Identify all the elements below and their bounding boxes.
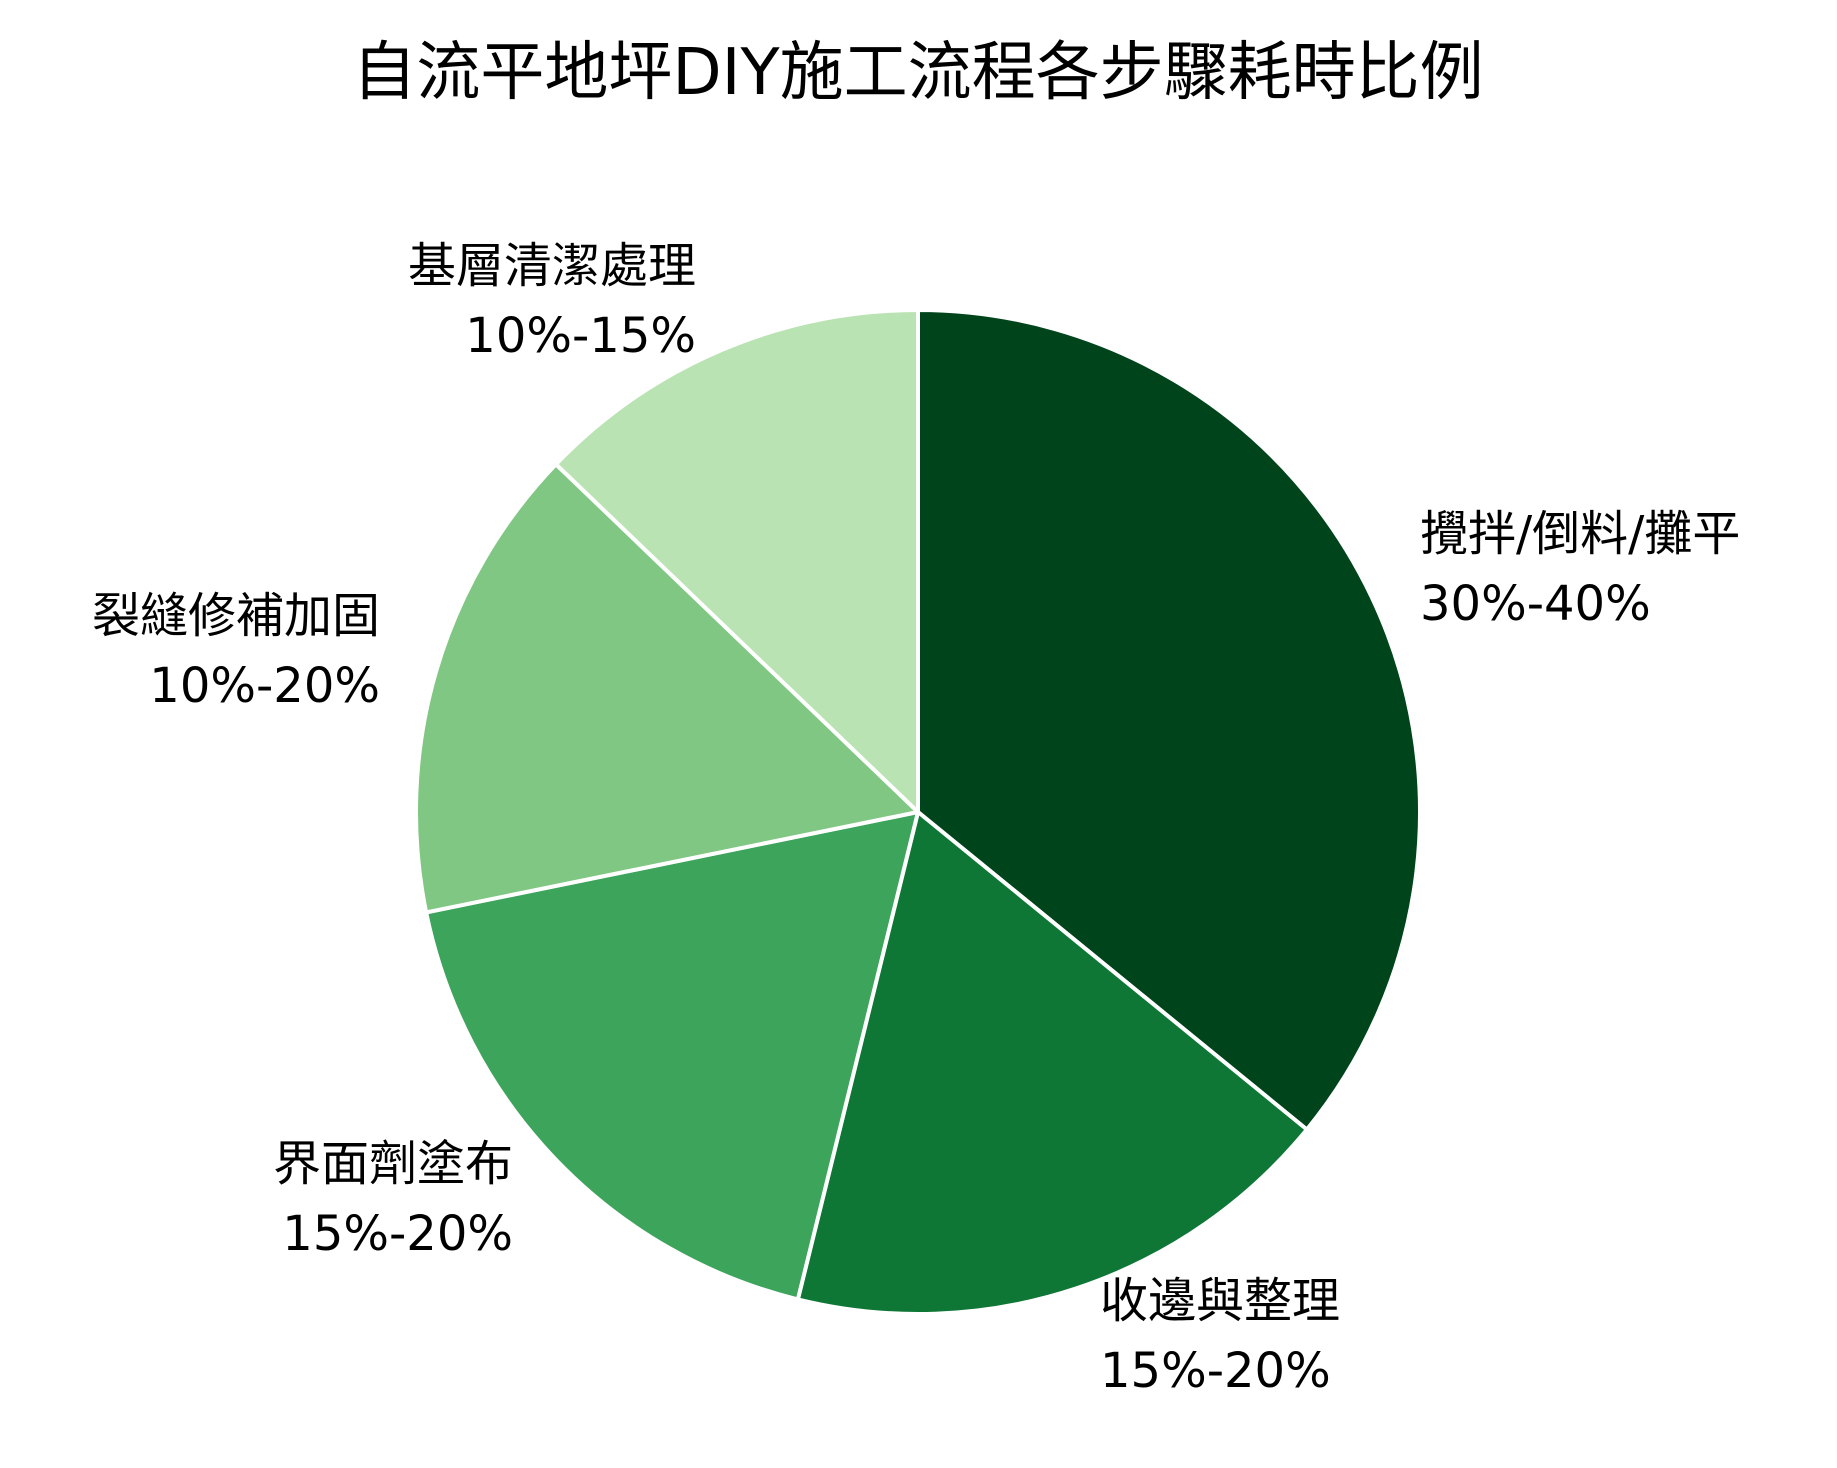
- slice-range-4: 10%-20%: [149, 658, 380, 714]
- slice-range-1: 30%-40%: [1420, 576, 1651, 632]
- slice-label-2: 收邊與整理: [1100, 1273, 1340, 1329]
- pie-slice-2: [795, 810, 1309, 1316]
- slice-range-3: 15%-20%: [282, 1206, 513, 1262]
- pie-slice-1: [916, 308, 1422, 1132]
- slice-label-1: 攪拌/倒料/攤平: [1420, 506, 1740, 562]
- chart-title: 自流平地坪DIY施工流程各步驟耗時比例: [352, 36, 1483, 110]
- slice-range-5: 10%-15%: [465, 308, 696, 364]
- slice-label-5: 基層清潔處理: [408, 238, 696, 294]
- pie-slices: [414, 308, 1422, 1316]
- slice-label-3: 界面劑塗布: [273, 1136, 513, 1192]
- pie-labels: 攪拌/倒料/攤平 30%-40% 收邊與整理 15%-20% 界面劑塗布 15%-20% 裂…: [92, 238, 1740, 1399]
- pie-slice-3: [424, 810, 920, 1302]
- pie-slice-4: [414, 462, 920, 915]
- slice-range-2: 15%-20%: [1100, 1343, 1331, 1399]
- slice-label-4: 裂縫修補加固: [92, 588, 380, 644]
- pie-slice-5: [553, 308, 920, 814]
